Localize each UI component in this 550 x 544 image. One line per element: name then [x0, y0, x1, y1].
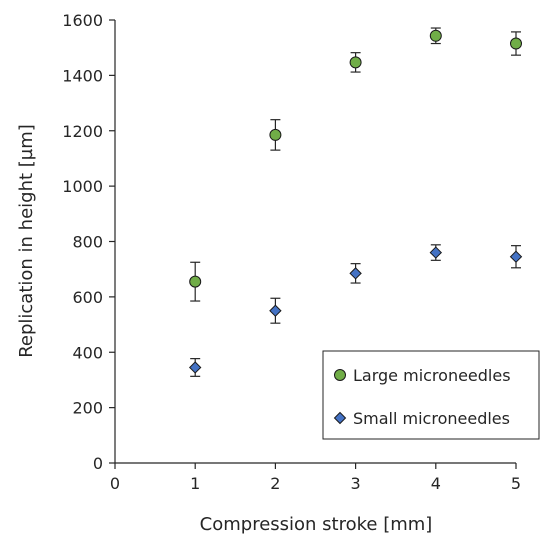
data-point — [429, 246, 443, 259]
legend-marker — [333, 411, 347, 425]
x-tick-label: 1 — [190, 474, 200, 493]
data-point — [269, 304, 282, 317]
data-point — [509, 250, 523, 263]
y-tick-label: 600 — [72, 288, 103, 307]
y-tick-label: 1000 — [62, 177, 103, 196]
legend-label: Large microneedles — [353, 366, 511, 385]
data-point — [349, 56, 362, 69]
axes: 0 200 400 600 800 1000 1200 1400 1600 0 1 2 3 4 5 — [62, 11, 521, 493]
y-tick-label: 1600 — [62, 11, 103, 30]
data-point — [269, 128, 282, 141]
y-tick-label: 800 — [72, 233, 103, 252]
x-tick-label: 0 — [110, 474, 120, 493]
legend: Large microneedles Small microneedles — [322, 350, 540, 440]
data-point — [510, 37, 522, 50]
y-tick-label: 200 — [72, 399, 103, 418]
series-small — [188, 244, 523, 377]
legend-marker — [334, 369, 346, 381]
y-axis-title: Replication in height [µm] — [16, 124, 37, 358]
y-tick-label: 0 — [93, 454, 103, 473]
data-point — [189, 275, 202, 288]
x-tick-label: 5 — [511, 474, 521, 493]
legend-box — [322, 350, 540, 440]
x-axis-title: Compression stroke [mm] — [200, 514, 433, 535]
x-tick-label: 2 — [270, 474, 280, 493]
data-marks — [188, 27, 523, 377]
data-point — [429, 29, 442, 42]
y-tick-label: 1200 — [62, 122, 103, 141]
data-point — [349, 267, 362, 280]
legend-label: Small microneedles — [353, 409, 510, 428]
y-tick-label: 1400 — [62, 66, 103, 85]
y-tick-label: 400 — [72, 343, 103, 362]
data-point — [188, 361, 202, 374]
x-tick-label: 3 — [351, 474, 361, 493]
series-large — [189, 27, 522, 302]
x-tick-label: 4 — [431, 474, 441, 493]
